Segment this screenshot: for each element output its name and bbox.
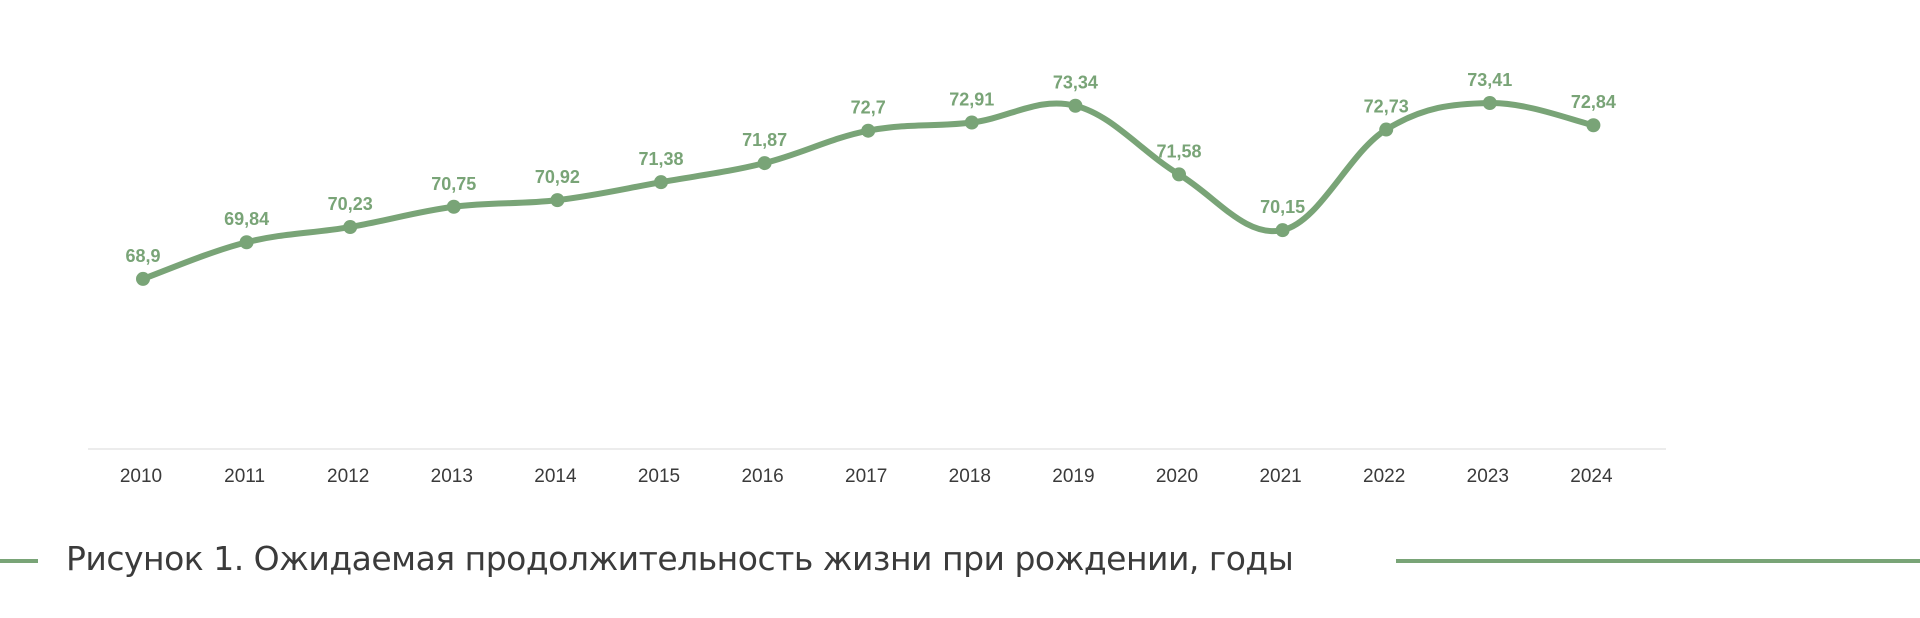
data-label: 73,41 bbox=[1467, 70, 1512, 90]
data-label: 72,91 bbox=[949, 90, 994, 110]
x-tick-label: 2019 bbox=[1052, 466, 1094, 487]
x-tick-label: 2021 bbox=[1259, 466, 1301, 487]
data-point bbox=[757, 156, 772, 171]
line-chart: 68,9 69,84 70,23 70,75 70,92 71,38 71,87 72,7 72… bbox=[88, 70, 1666, 487]
data-point bbox=[861, 123, 876, 138]
x-tick-label: 2020 bbox=[1156, 466, 1198, 487]
figure-caption: Рисунок 1. Ожидаемая продолжительность ж… bbox=[0, 532, 1920, 588]
x-tick-label: 2023 bbox=[1467, 466, 1509, 487]
data-label: 70,23 bbox=[328, 194, 373, 214]
data-label: 69,84 bbox=[224, 209, 269, 229]
x-tick-label: 2013 bbox=[431, 466, 473, 487]
x-tick-label: 2014 bbox=[534, 466, 577, 487]
data-point bbox=[446, 199, 461, 214]
x-tick-labels: 2010 2011 2012 2013 2014 2015 2016 2017 2018 2019… bbox=[120, 466, 1613, 487]
data-point bbox=[550, 193, 565, 208]
data-point bbox=[343, 220, 358, 235]
data-point bbox=[654, 175, 668, 190]
data-label: 71,58 bbox=[1156, 141, 1201, 161]
x-tick-label: 2010 bbox=[120, 466, 162, 487]
data-label: 71,38 bbox=[638, 149, 683, 169]
data-point bbox=[964, 115, 979, 130]
data-label: 72,84 bbox=[1571, 92, 1616, 112]
x-tick-label: 2018 bbox=[949, 466, 991, 487]
x-tick-label: 2022 bbox=[1363, 466, 1405, 487]
data-point bbox=[136, 271, 150, 286]
data-label: 70,15 bbox=[1260, 197, 1305, 217]
data-point bbox=[1068, 98, 1083, 113]
caption-rule-right bbox=[1396, 559, 1920, 563]
x-tick-label: 2017 bbox=[845, 466, 887, 487]
data-label: 72,73 bbox=[1364, 97, 1409, 117]
caption-text: Рисунок 1. Ожидаемая продолжительность ж… bbox=[66, 539, 1294, 578]
data-point bbox=[1275, 223, 1290, 238]
series-line bbox=[140, 100, 1597, 282]
data-point bbox=[1586, 118, 1601, 133]
x-tick-label: 2024 bbox=[1570, 466, 1613, 487]
data-label: 70,92 bbox=[535, 167, 580, 187]
x-tick-label: 2011 bbox=[224, 466, 265, 487]
data-point bbox=[1172, 167, 1186, 182]
data-point bbox=[1379, 122, 1394, 137]
data-point bbox=[239, 235, 254, 250]
series-layer: 68,9 69,84 70,23 70,75 70,92 71,38 71,87 72,7 72… bbox=[125, 70, 1616, 286]
caption-rule-left bbox=[0, 559, 38, 563]
data-label: 71,87 bbox=[742, 130, 787, 150]
x-tick-label: 2015 bbox=[638, 466, 680, 487]
x-tick-label: 2016 bbox=[741, 466, 783, 487]
data-point bbox=[1482, 96, 1497, 111]
data-label: 68,9 bbox=[125, 246, 160, 266]
x-tick-label: 2012 bbox=[327, 466, 369, 487]
data-label: 72,7 bbox=[851, 98, 886, 118]
data-label: 70,75 bbox=[431, 174, 476, 194]
data-label: 73,34 bbox=[1053, 73, 1098, 93]
